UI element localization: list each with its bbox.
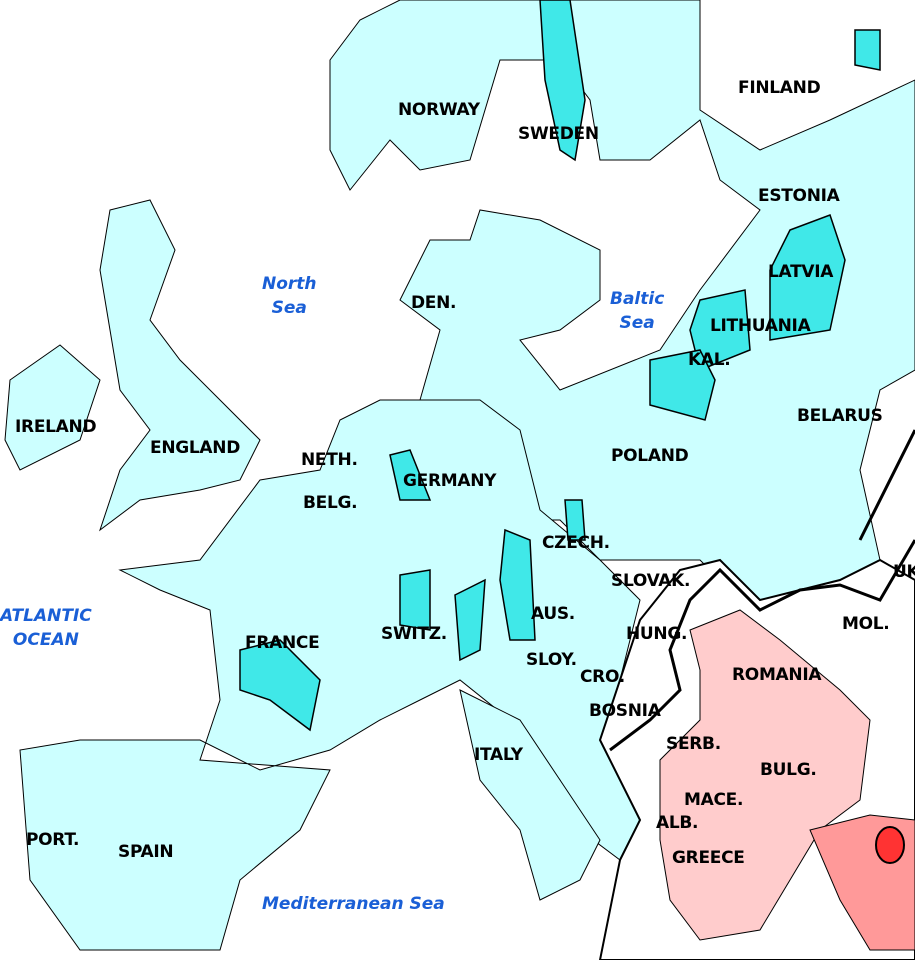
country-label-germany: GERMANY <box>403 471 497 491</box>
sea-label-mediterranean-sea: Mediterranean Sea <box>262 894 445 914</box>
country-label-mace: MACE. <box>684 790 744 810</box>
country-label-hung: HUNG. <box>626 624 688 644</box>
country-label-belarus: BELARUS <box>797 406 883 426</box>
country-label-czech: CZECH. <box>542 533 610 553</box>
country-label-mol: MOL. <box>842 614 890 634</box>
country-label-lithuania: LITHUANIA <box>710 316 811 336</box>
country-label-greece: GREECE <box>672 848 745 868</box>
cyan-aus <box>454 578 486 662</box>
country-label-italy: ITALY <box>474 745 523 765</box>
country-label-poland: POLAND <box>611 446 689 466</box>
cyan-kal <box>649 349 716 421</box>
land-britain <box>99 199 261 532</box>
country-label-aus: AUS. <box>531 604 575 624</box>
cyan-czech <box>564 499 586 541</box>
cyan-sweden <box>539 0 586 162</box>
red-core <box>875 826 905 864</box>
cyan-lithuania <box>689 289 751 372</box>
country-label-bulg: BULG. <box>760 760 817 780</box>
country-label-serb: SERB. <box>666 734 721 754</box>
country-label-spain: SPAIN <box>118 842 174 862</box>
country-label-estonia: ESTONIA <box>758 186 840 206</box>
country-label-den: DEN. <box>411 293 457 313</box>
land-italy <box>459 689 601 901</box>
country-label-france: FRANCE <box>245 633 320 653</box>
country-label-ireland: IRELAND <box>15 417 97 437</box>
country-label-belg: BELG. <box>303 493 358 513</box>
sea-label-north-sea: North Sea <box>262 274 317 318</box>
country-label-alb: ALB. <box>656 813 699 833</box>
land-scandinavia <box>329 0 915 621</box>
country-label-sloy: SLOY. <box>526 650 577 670</box>
country-label-england: ENGLAND <box>150 438 241 458</box>
contour-east <box>609 539 915 752</box>
country-label-slovak: SLOVAK. <box>611 571 691 591</box>
country-label-norway: NORWAY <box>398 100 480 120</box>
cyan-finland <box>854 29 881 71</box>
cyan-switz <box>399 569 431 631</box>
country-label-cro: CRO. <box>580 667 625 687</box>
cyan-alps <box>499 528 536 641</box>
land-ireland <box>4 344 101 471</box>
country-label-bosnia: BOSNIA <box>589 701 661 721</box>
country-label-finland: FINLAND <box>738 78 821 98</box>
land-continent <box>19 399 641 951</box>
country-label-sweden: SWEDEN <box>518 124 599 144</box>
country-label-uk: UK <box>893 562 915 582</box>
country-label-switz: SWITZ. <box>381 624 447 644</box>
country-label-kal: KAL. <box>688 350 731 370</box>
cyan-germany-1 <box>389 449 432 501</box>
contour-east-2 <box>858 429 915 541</box>
sea-label-atlantic-ocean: ATLANTIC OCEAN <box>0 606 92 650</box>
pink-zone-balkans <box>659 609 871 941</box>
cyan-latvia <box>769 214 846 341</box>
country-label-neth: NETH. <box>301 450 358 470</box>
country-label-latvia: LATVIA <box>768 262 834 282</box>
sea-label-baltic-sea: Baltic Sea <box>610 289 665 333</box>
country-label-romania: ROMANIA <box>732 665 822 685</box>
country-label-port: PORT. <box>26 830 80 850</box>
cyan-france <box>239 639 321 732</box>
